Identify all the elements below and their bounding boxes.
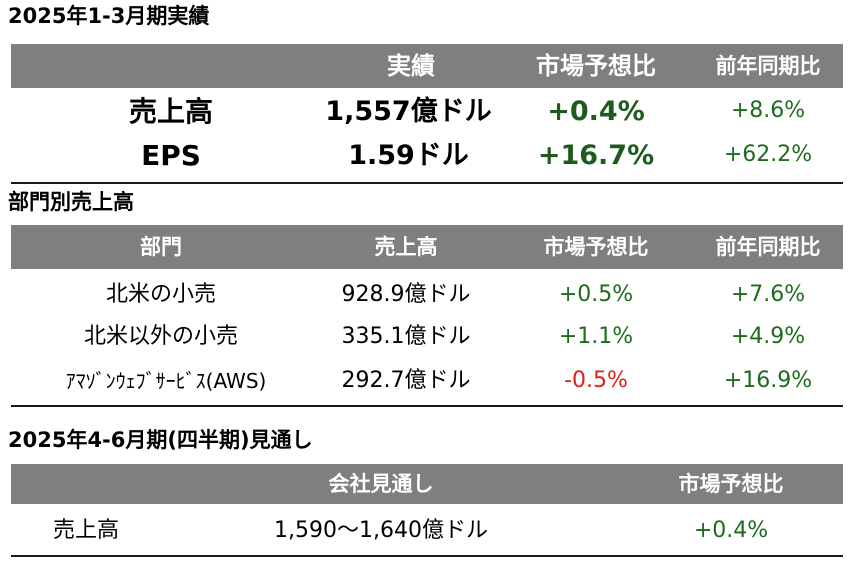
segments-row-label: 北米の小売 [105,282,216,307]
results-row-sales: 売上高 1,557億ドル +0.4% +8.6% [11,95,843,129]
results-header-row: 実績 市場予想比 前年同期比 [11,44,843,88]
results-row-label: EPS [141,139,201,172]
results-row-yoy: +8.6% [730,98,806,123]
guidance-row-outlook: 1,590～1,640億ドル [274,518,488,543]
guidance-bottom-rule [11,555,843,557]
guidance-row-vs-estimate: +0.4% [693,518,769,543]
results-bottom-rule [11,182,843,184]
segments-header-sales: 売上高 [374,235,438,259]
segments-header-segment: 部門 [140,235,182,259]
guidance-header-vs-estimate: 市場予想比 [678,472,784,496]
segments-header-row: 部門 売上高 市場予想比 前年同期比 [11,225,843,269]
segments-row-yoy: +16.9% [723,368,813,393]
guidance-title: 2025年4-6月期(四半期)見通し [8,428,313,452]
segments-row-yoy: +4.9% [730,324,806,349]
segments-row-label: 北米以外の小売 [83,324,238,349]
segments-row-vs-estimate: +1.1% [558,324,634,349]
results-header-vs-estimate: 市場予想比 [536,52,656,80]
segments-row-sales: 335.1億ドル [341,324,471,349]
segments-header-vs-estimate: 市場予想比 [543,235,649,259]
segments-row-na-retail: 北米の小売 928.9億ドル +0.5% +7.6% [11,280,843,310]
guidance-row-sales: 売上高 1,590～1,640億ドル +0.4% [11,515,843,547]
results-header-yoy: 前年同期比 [715,54,821,78]
segments-header-yoy: 前年同期比 [715,235,821,259]
segments-row-label: ｱﾏｿﾞﾝｳｪﾌﾞｻｰﾋﾞｽ(AWS) [65,369,267,393]
segments-row-vs-estimate: -0.5% [564,368,628,393]
segments-row-intl-retail: 北米以外の小売 335.1億ドル +1.1% +4.9% [11,322,843,352]
segments-bottom-rule [11,405,843,407]
results-row-label: 売上高 [128,95,213,128]
segments-row-sales: 292.7億ドル [341,368,471,393]
results-row-eps: EPS 1.59ドル +16.7% +62.2% [11,139,843,173]
results-row-actual: 1,557億ドル [325,96,492,127]
results-row-actual: 1.59ドル [348,140,469,171]
results-row-vs-estimate: +0.4% [547,96,645,127]
segments-row-yoy: +7.6% [730,282,806,307]
guidance-header-row: 会社見通し 市場予想比 [11,464,843,504]
results-row-vs-estimate: +16.7% [537,140,655,171]
results-title: 2025年1-3月期実績 [8,4,210,28]
segments-row-sales: 928.9億ドル [341,282,471,307]
segments-row-aws: ｱﾏｿﾞﾝｳｪﾌﾞｻｰﾋﾞｽ(AWS) 292.7億ドル -0.5% +16.9… [11,366,843,396]
guidance-header-outlook: 会社見通し [328,472,434,496]
results-row-yoy: +62.2% [723,142,813,167]
segments-title: 部門別売上高 [8,190,134,214]
results-header-actual: 実績 [387,52,435,80]
guidance-row-label: 売上高 [52,518,119,543]
segments-row-vs-estimate: +0.5% [558,282,634,307]
